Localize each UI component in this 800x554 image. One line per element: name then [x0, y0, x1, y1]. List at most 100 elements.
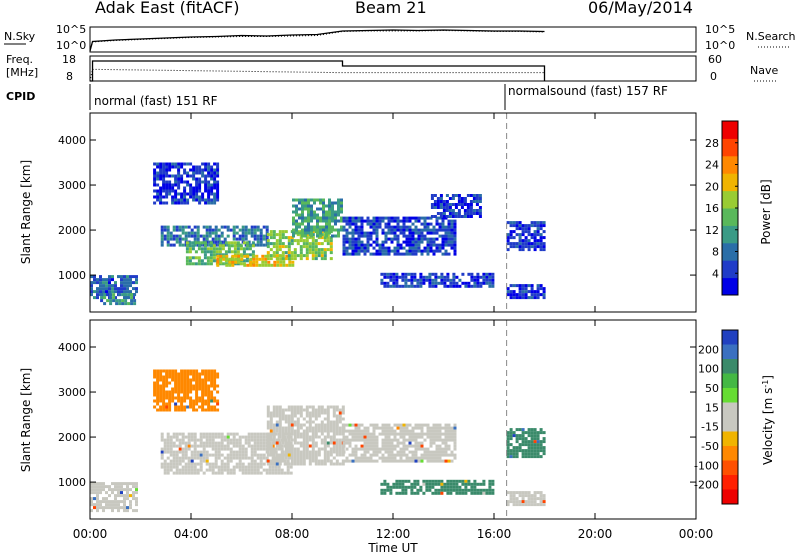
velocity-cell — [509, 500, 513, 504]
power-cell — [269, 233, 273, 237]
power-cell — [417, 234, 421, 238]
velocity-cell — [302, 423, 306, 427]
velocity-cell — [473, 485, 477, 489]
power-cell — [443, 281, 447, 285]
power-cell — [542, 248, 546, 252]
power-cell — [299, 236, 303, 240]
power-cell — [272, 233, 276, 237]
power-cell — [512, 236, 516, 240]
power-cell — [407, 284, 411, 288]
power-cell — [433, 206, 437, 209]
velocity-cell — [229, 438, 233, 442]
power-cell — [245, 241, 249, 245]
power-cell — [241, 237, 245, 241]
velocity-cell — [411, 450, 415, 454]
velocity-cell — [169, 468, 173, 472]
velocity-cell — [198, 387, 202, 391]
velocity-cell — [190, 432, 194, 436]
power-cell — [198, 198, 202, 202]
power-cell — [454, 203, 458, 206]
velocity-cell — [226, 435, 230, 439]
velocity-cell — [393, 423, 397, 427]
power-cell — [316, 219, 319, 223]
velocity-cell — [293, 456, 297, 460]
power-cell — [175, 228, 179, 232]
velocity-cell — [521, 449, 525, 453]
power-cell — [299, 239, 303, 243]
velocity-cell — [527, 434, 531, 438]
velocity-cell — [174, 372, 178, 376]
velocity-cell — [449, 491, 453, 495]
power-cell — [226, 234, 230, 238]
velocity-cell — [189, 390, 193, 394]
velocity-cell — [168, 408, 172, 412]
velocity-cell — [302, 417, 306, 421]
power-cell — [238, 234, 242, 238]
power-cell — [206, 250, 210, 254]
power-cell — [100, 293, 104, 297]
power-cell — [213, 186, 217, 190]
velocity-cell — [341, 408, 345, 412]
power-cell — [246, 263, 250, 267]
velocity-cell — [383, 479, 387, 483]
power-cell — [488, 272, 492, 276]
velocity-cell — [317, 405, 321, 409]
velocity-cell — [265, 456, 269, 460]
power-cell — [103, 296, 107, 300]
velocity-cell — [172, 459, 176, 463]
power-cell — [224, 250, 228, 254]
velocity-cell — [518, 449, 522, 453]
velocity-cell — [447, 453, 451, 457]
velocity-cell — [269, 435, 273, 439]
power-cell — [266, 257, 270, 261]
power-cell — [450, 222, 454, 226]
velocity-cell — [278, 447, 282, 451]
velocity-cell — [518, 434, 522, 438]
power-cell — [230, 250, 234, 254]
power-cell — [295, 222, 298, 226]
velocity-cell — [238, 459, 242, 463]
power-cell — [354, 225, 358, 229]
velocity-cell — [393, 453, 397, 457]
power-cell — [348, 231, 352, 235]
velocity-cell — [290, 411, 294, 415]
power-cell — [153, 183, 157, 187]
power-cell — [396, 219, 400, 223]
velocity-cell — [524, 431, 528, 435]
power-cell — [438, 243, 442, 247]
velocity-cell — [253, 459, 257, 463]
power-cell — [329, 236, 333, 240]
velocity-cell — [417, 444, 421, 448]
velocity-cell — [458, 485, 462, 489]
power-cell — [196, 228, 200, 232]
power-cell — [476, 275, 480, 279]
velocity-cell — [259, 465, 263, 469]
velocity-cell — [413, 485, 417, 489]
velocity-cell — [390, 456, 394, 460]
velocity-cell — [178, 471, 182, 475]
power-cell — [322, 219, 325, 223]
xtick-label: 04:00 — [174, 527, 209, 541]
power-cell — [248, 247, 252, 251]
velocity-cell — [411, 429, 415, 433]
velocity-cell — [284, 417, 288, 421]
power-cell — [414, 237, 418, 241]
velocity-cell — [210, 405, 214, 409]
velocity-cell — [530, 500, 534, 504]
power-cell — [311, 254, 315, 258]
power-ylabel: Slant Range [km] — [19, 160, 33, 264]
velocity-cell — [247, 462, 251, 466]
power-cell — [231, 263, 235, 267]
power-cell — [446, 284, 450, 288]
velocity-cell — [323, 462, 327, 466]
velocity-cell — [407, 485, 411, 489]
velocity-cell — [153, 381, 157, 385]
power-cell — [177, 168, 181, 172]
velocity-cell — [153, 375, 157, 379]
velocity-cell — [214, 465, 218, 469]
velocity-cell — [105, 506, 108, 510]
power-cell — [295, 204, 298, 208]
power-cell — [233, 244, 237, 248]
power-cell — [218, 253, 222, 257]
power-cell — [524, 239, 528, 243]
